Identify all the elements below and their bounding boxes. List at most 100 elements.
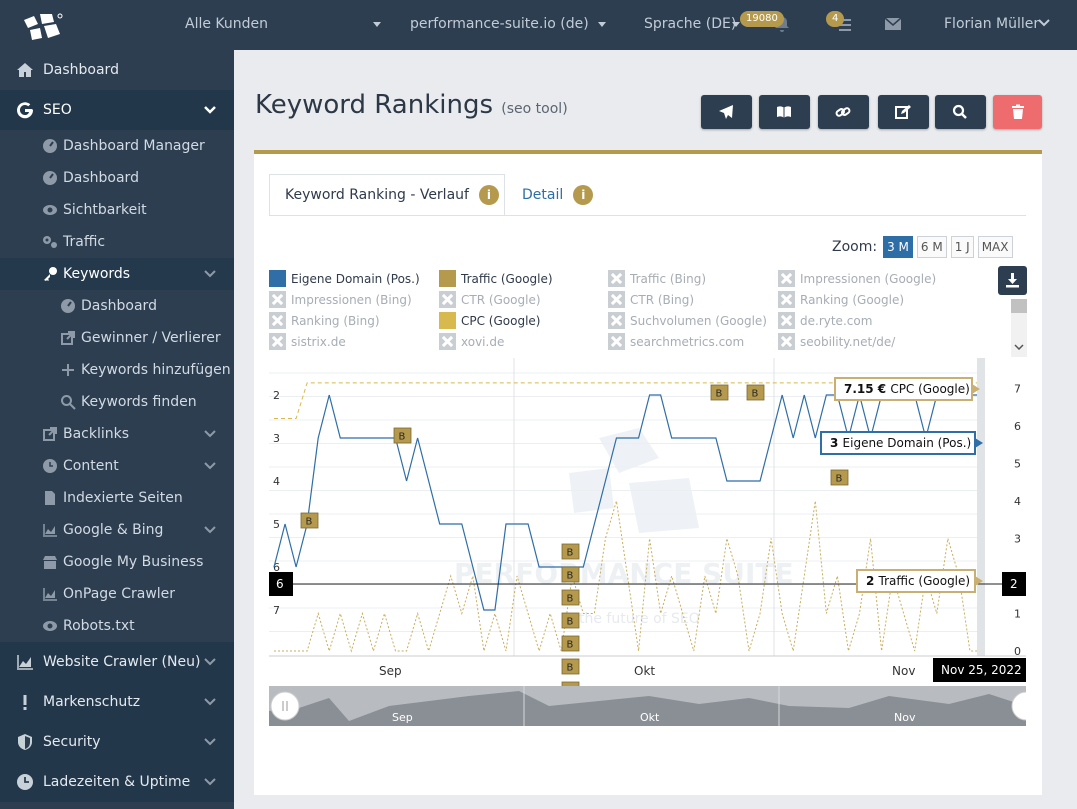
info-icon[interactable]: i bbox=[573, 185, 594, 205]
sidebar-item-google-bing[interactable]: Google & Bing bbox=[0, 514, 234, 546]
download-button[interactable] bbox=[998, 266, 1027, 295]
zoom-max-button[interactable]: MAX bbox=[977, 236, 1013, 258]
user-menu[interactable]: Florian Müller bbox=[944, 16, 1040, 32]
search-button[interactable] bbox=[935, 95, 986, 129]
tasks-icon[interactable] bbox=[835, 15, 853, 33]
crosshair-date: Nov 25, 2022 bbox=[941, 663, 1022, 677]
sidebar-item-ladezeiten-uptime[interactable]: Ladezeiten & Uptime bbox=[0, 762, 234, 802]
legend-item[interactable]: Ranking (Bing) bbox=[269, 312, 380, 329]
navigator-area[interactable] bbox=[269, 691, 1026, 726]
legend-item[interactable]: de.ryte.com bbox=[778, 312, 872, 329]
chevron-down-icon bbox=[373, 22, 381, 27]
edit-button[interactable] bbox=[878, 95, 929, 129]
chevron-down-icon bbox=[204, 658, 216, 666]
legend-scrollbar[interactable] bbox=[1011, 299, 1027, 357]
legend-item[interactable]: sistrix.de bbox=[269, 333, 346, 350]
legend-item[interactable]: CTR (Google) bbox=[439, 291, 541, 308]
sidebar-item-gewinner-verlierer[interactable]: Gewinner / Verlierer bbox=[0, 322, 234, 354]
mail-icon[interactable] bbox=[884, 15, 902, 33]
sidebar-item-indexierte-seiten[interactable]: Indexierte Seiten bbox=[0, 482, 234, 514]
customer-select[interactable]: Alle Kunden bbox=[185, 16, 269, 32]
right-axis-tick: 3 bbox=[1014, 533, 1021, 546]
tab-detail[interactable]: Detail i bbox=[522, 174, 594, 216]
sidebar-item-robots-txt[interactable]: Robots.txt bbox=[0, 610, 234, 642]
crosshair-left-label-bg bbox=[269, 572, 293, 596]
legend-item[interactable]: searchmetrics.com bbox=[608, 333, 744, 350]
sidebar-item-onpage-crawler[interactable]: OnPage Crawler bbox=[0, 578, 234, 610]
tab-divider bbox=[269, 215, 1026, 216]
notification-badge: 19080 bbox=[740, 11, 784, 27]
language-select[interactable]: Sprache (DE) bbox=[644, 16, 737, 32]
sidebar-item-traffic[interactable]: Traffic bbox=[0, 226, 234, 258]
legend-item[interactable]: Traffic (Bing) bbox=[608, 270, 706, 287]
sidebar-item-keywords-finden[interactable]: Keywords finden bbox=[0, 386, 234, 418]
legend-item[interactable]: CTR (Bing) bbox=[608, 291, 694, 308]
sidebar-item-keywords[interactable]: Keywords bbox=[0, 258, 234, 290]
chevron-down-icon[interactable] bbox=[1014, 344, 1024, 350]
sidebar-item-website-crawler[interactable]: Website Crawler (Neu) bbox=[0, 642, 234, 682]
chart-navigator[interactable]: Sep Okt Nov bbox=[269, 686, 1026, 726]
legend-label: sistrix.de bbox=[291, 334, 346, 349]
brand-logo[interactable] bbox=[20, 10, 64, 42]
sidebar-item-backlinks[interactable]: Backlinks bbox=[0, 418, 234, 450]
navigator-handle-right[interactable] bbox=[1011, 691, 1026, 721]
sidebar-item-label: Backlinks bbox=[63, 426, 130, 442]
sidebar-item-keywords-hinzufuegen[interactable]: Keywords hinzufügen bbox=[0, 354, 234, 386]
zoom-1j-button[interactable]: 1 J bbox=[950, 236, 974, 258]
eye-icon bbox=[43, 205, 57, 215]
link-button[interactable] bbox=[818, 95, 869, 129]
delete-button[interactable] bbox=[993, 95, 1042, 129]
crosshair-band bbox=[977, 358, 985, 656]
legend-item[interactable]: Suchvolumen (Google) bbox=[608, 312, 767, 329]
navigator-handle-left[interactable] bbox=[270, 691, 300, 721]
clock-icon bbox=[17, 774, 33, 790]
send-button[interactable] bbox=[701, 95, 752, 129]
legend-item[interactable]: Ranking (Google) bbox=[778, 291, 904, 308]
zoom-6m-button[interactable]: 6 M bbox=[916, 236, 947, 258]
legend-label: de.ryte.com bbox=[800, 313, 873, 328]
zoom-label: Zoom: bbox=[832, 239, 878, 255]
legend-item[interactable]: CPC (Google) bbox=[439, 312, 541, 329]
legend-disabled-icon bbox=[269, 291, 286, 308]
sidebar-item-keywords-dashboard[interactable]: Dashboard bbox=[0, 290, 234, 322]
sidebar-item-dashboard[interactable]: Dashboard bbox=[0, 50, 234, 90]
shield-icon bbox=[18, 734, 32, 750]
watermark-shape bbox=[629, 478, 699, 533]
sidebar-item-label: OnPage Crawler bbox=[63, 586, 176, 602]
info-icon[interactable]: i bbox=[478, 185, 499, 205]
chevron-down-icon bbox=[1038, 19, 1050, 27]
legend-item[interactable]: Impressionen (Google) bbox=[778, 270, 936, 287]
ranking-chart[interactable]: PERFORMANCE SUITE the future of SEO 2 3 4 5 6 7… bbox=[269, 358, 1026, 688]
flag-label: B bbox=[567, 571, 574, 582]
project-select[interactable]: performance-suite.io (de) bbox=[410, 16, 589, 32]
legend-label: Impressionen (Bing) bbox=[291, 292, 412, 307]
sidebar-item-label: Ladezeiten & Uptime bbox=[43, 774, 191, 790]
plus-icon bbox=[62, 364, 74, 376]
sidebar-item-label: Robots.txt bbox=[63, 618, 135, 634]
legend-item[interactable]: xovi.de bbox=[439, 333, 504, 350]
legend-item[interactable]: seobility.net/de/ bbox=[778, 333, 895, 350]
tab-keyword-ranking-verlauf[interactable]: Keyword Ranking - Verlauf i bbox=[269, 174, 505, 216]
right-axis-tick: 5 bbox=[1014, 458, 1021, 471]
legend-item[interactable]: Traffic (Google) bbox=[439, 270, 553, 287]
sidebar-item-markenschutz[interactable]: Markenschutz bbox=[0, 682, 234, 722]
legend-item[interactable]: Eigene Domain (Pos.) bbox=[269, 270, 420, 287]
sidebar-item-label: Keywords bbox=[63, 266, 131, 282]
guide-button[interactable] bbox=[759, 95, 810, 129]
sidebar-item-seo-dashboard[interactable]: Dashboard bbox=[0, 162, 234, 194]
chevron-down-icon bbox=[204, 778, 216, 786]
sidebar-item-google-my-business[interactable]: Google My Business bbox=[0, 546, 234, 578]
tasks-badge: 4 bbox=[826, 11, 845, 27]
home-icon bbox=[17, 63, 33, 77]
legend-swatch bbox=[439, 312, 456, 329]
left-axis-tick: 6 bbox=[273, 561, 280, 574]
sidebar-item-content[interactable]: Content bbox=[0, 450, 234, 482]
sidebar-item-security[interactable]: Security bbox=[0, 722, 234, 762]
sidebar-item-sichtbarkeit[interactable]: Sichtbarkeit bbox=[0, 194, 234, 226]
sidebar-item-dashboard-manager[interactable]: Dashboard Manager bbox=[0, 130, 234, 162]
sidebar-item-seo[interactable]: SEO bbox=[0, 90, 234, 130]
zoom-3m-button[interactable]: 3 M bbox=[883, 236, 913, 258]
left-axis-tick: 3 bbox=[273, 432, 280, 445]
legend-item[interactable]: Impressionen (Bing) bbox=[269, 291, 412, 308]
legend-scroll-thumb[interactable] bbox=[1011, 299, 1027, 313]
